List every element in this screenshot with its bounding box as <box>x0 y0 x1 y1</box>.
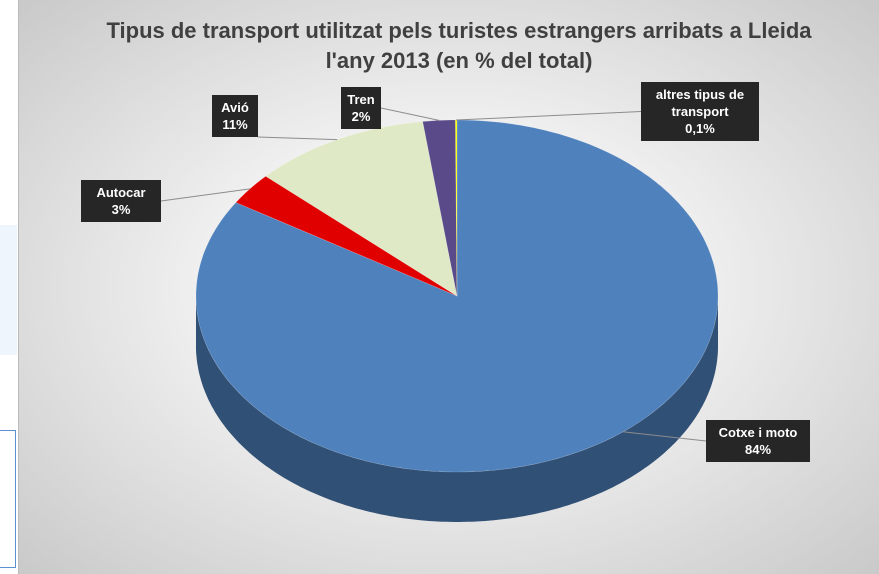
data-label: Cotxe i moto 84% <box>706 420 810 462</box>
label-category: Tren <box>347 92 375 107</box>
label-value: 11% <box>222 117 248 132</box>
slice <box>422 119 458 297</box>
slice <box>265 121 458 297</box>
leader-line <box>160 188 250 202</box>
chart-title: Tipus de transport utilitzat pels turist… <box>106 18 812 73</box>
data-label: Autocar 3% <box>81 180 161 222</box>
label-category: Autocar <box>96 185 146 200</box>
label-value: 2% <box>351 109 371 124</box>
data-label: altres tipus de transport 0,1% <box>641 82 759 141</box>
label-value: 84% <box>744 442 772 457</box>
pie-sides <box>196 296 718 522</box>
label-category: Cotxe i moto <box>718 425 798 440</box>
label-value: 3% <box>111 202 131 217</box>
label-value: 0,1% <box>685 121 715 136</box>
leader-line <box>456 111 642 121</box>
pie-canvas <box>160 107 719 522</box>
leader-line <box>257 136 338 141</box>
side-box <box>0 430 16 568</box>
label-category: Avió <box>221 100 249 115</box>
slice-side <box>196 296 718 522</box>
chart: Tipus de transport utilitzat pels turist… <box>18 0 879 574</box>
side-panel <box>0 225 17 355</box>
data-label: Avió 11% <box>212 95 258 137</box>
data-label: Tren 2% <box>341 87 381 129</box>
leader-line <box>380 107 440 121</box>
label-category: altres tipus de transport <box>655 87 745 119</box>
leader-line <box>623 431 707 442</box>
